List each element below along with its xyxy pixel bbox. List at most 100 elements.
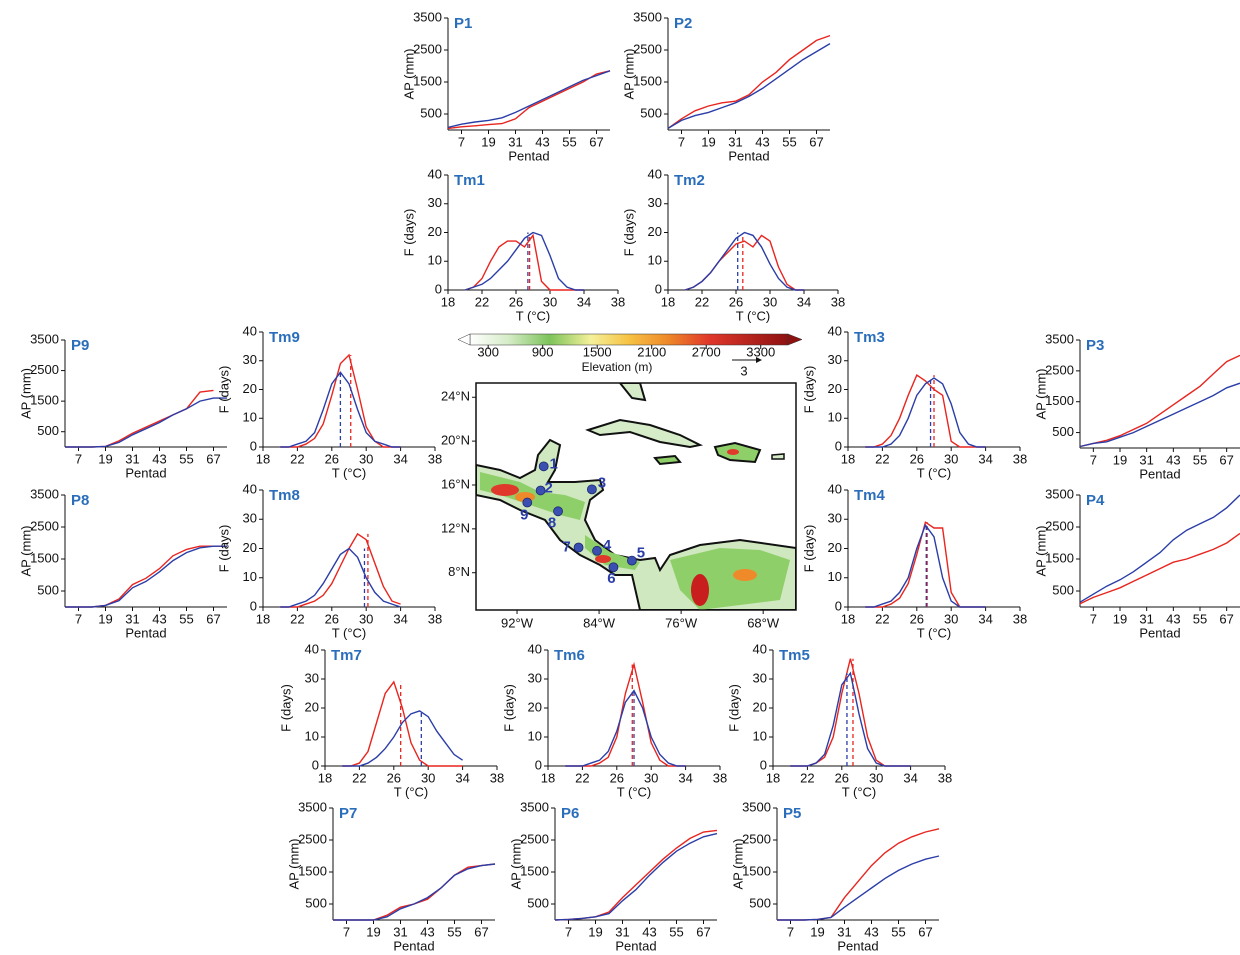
x-tick-label: 67 <box>1219 452 1233 467</box>
x-tick-label: 30 <box>421 770 435 785</box>
y-tick-label: 20 <box>828 381 842 396</box>
x-tick-label: 34 <box>455 770 469 785</box>
x-tick-label: 30 <box>359 451 373 466</box>
x-tick-label: 31 <box>1139 611 1153 626</box>
series-line <box>333 864 495 920</box>
y-tick-label: 500 <box>305 895 327 910</box>
y-tick-label: 20 <box>428 224 442 239</box>
y-axis-label: AP (mm) <box>401 48 416 99</box>
x-axis-label: Pentad <box>508 148 549 163</box>
x-tick-label: 43 <box>535 134 549 149</box>
x-tick-label: 22 <box>352 770 366 785</box>
x-tick-label: 26 <box>610 770 624 785</box>
y-tick-label: 3500 <box>742 799 771 814</box>
series-line <box>342 711 462 766</box>
x-tick-label: 38 <box>1013 611 1027 626</box>
x-tick-label: 55 <box>447 924 461 939</box>
x-tick-label: 26 <box>910 611 924 626</box>
x-axis-label: T (°C) <box>917 625 952 640</box>
y-axis-label: F (days) <box>801 525 816 573</box>
y-axis-label: AP (mm) <box>18 525 33 576</box>
y-tick-label: 10 <box>648 253 662 268</box>
y-axis-label: F (days) <box>621 209 636 257</box>
y-tick-label: 40 <box>753 641 767 656</box>
y-tick-label: 10 <box>305 728 319 743</box>
y-tick-label: 20 <box>648 224 662 239</box>
y-axis-label: F (days) <box>278 684 293 732</box>
x-tick-label: 22 <box>875 451 889 466</box>
y-tick-label: 40 <box>305 641 319 656</box>
series-line <box>555 830 717 920</box>
station-label: 1 <box>550 455 558 472</box>
y-tick-label: 10 <box>753 728 767 743</box>
x-tick-label: 19 <box>588 924 602 939</box>
x-tick-label: 43 <box>864 924 878 939</box>
station <box>593 546 602 555</box>
x-tick-label: 68°W <box>747 615 780 630</box>
x-axis-label: T (°C) <box>332 625 367 640</box>
y-tick-label: 10 <box>828 569 842 584</box>
y-tick-label: 10 <box>828 410 842 425</box>
y-tick-label: 1500 <box>1045 393 1074 408</box>
y-tick-label: 20 <box>528 699 542 714</box>
x-tick-label: 43 <box>152 611 166 626</box>
x-axis-label: Pentad <box>125 625 166 640</box>
station-label: 8 <box>548 514 556 531</box>
x-tick-label: 38 <box>611 294 625 309</box>
y-tick-label: 500 <box>37 582 59 597</box>
y-axis-label: F (days) <box>726 684 741 732</box>
y-tick-label: 3500 <box>1045 486 1074 501</box>
series-line <box>668 44 830 129</box>
y-tick-label: 12°N <box>441 520 470 535</box>
y-tick-label: 30 <box>243 352 257 367</box>
x-tick-label: 38 <box>428 451 442 466</box>
y-tick-label: 500 <box>1052 424 1074 439</box>
x-tick-label: 19 <box>1113 611 1127 626</box>
x-tick-label: 19 <box>701 134 715 149</box>
y-tick-label: 40 <box>828 323 842 338</box>
x-tick-label: 43 <box>1166 611 1180 626</box>
chart-title: P9 <box>71 337 89 354</box>
x-tick-label: 38 <box>713 770 727 785</box>
y-axis-label: F (days) <box>216 366 231 414</box>
x-tick-label: 55 <box>669 924 683 939</box>
x-tick-label: 19 <box>481 134 495 149</box>
series-line <box>777 829 939 920</box>
x-tick-label: 43 <box>755 134 769 149</box>
x-axis-label: Pentad <box>837 938 878 953</box>
station-label: 2 <box>544 479 552 496</box>
x-tick-label: 18 <box>318 770 332 785</box>
chart-title: P3 <box>1086 337 1104 354</box>
x-tick-label: 7 <box>565 924 572 939</box>
x-tick-label: 67 <box>206 611 220 626</box>
chart-title: P8 <box>71 492 89 509</box>
series-line <box>333 864 495 920</box>
x-tick-label: 26 <box>910 451 924 466</box>
chart-title: P6 <box>561 805 579 822</box>
y-tick-label: 16°N <box>441 476 470 491</box>
series-line <box>668 36 830 129</box>
y-tick-label: 2500 <box>633 41 662 56</box>
y-tick-label: 10 <box>428 253 442 268</box>
x-tick-label: 67 <box>474 924 488 939</box>
series-line <box>685 235 804 290</box>
y-tick-label: 30 <box>428 195 442 210</box>
chart-title: Tm6 <box>554 647 585 664</box>
x-tick-label: 18 <box>256 451 270 466</box>
chart-title: P5 <box>783 805 801 822</box>
figure: 50015002500350071931435567PentadAP (mm)P… <box>0 0 1240 955</box>
colorbar-label: Elevation (m) <box>582 360 653 374</box>
station-label: 6 <box>607 570 615 587</box>
x-tick-label: 7 <box>75 451 82 466</box>
x-tick-label: 67 <box>696 924 710 939</box>
station-label: 5 <box>637 545 645 562</box>
series-line <box>565 665 685 767</box>
y-tick-label: 30 <box>648 195 662 210</box>
x-tick-label: 22 <box>290 451 304 466</box>
x-tick-label: 31 <box>728 134 742 149</box>
x-tick-label: 38 <box>428 611 442 626</box>
x-tick-label: 7 <box>1090 452 1097 467</box>
chart-title: P2 <box>674 15 692 32</box>
x-tick-label: 43 <box>1166 452 1180 467</box>
x-tick-label: 34 <box>903 770 917 785</box>
